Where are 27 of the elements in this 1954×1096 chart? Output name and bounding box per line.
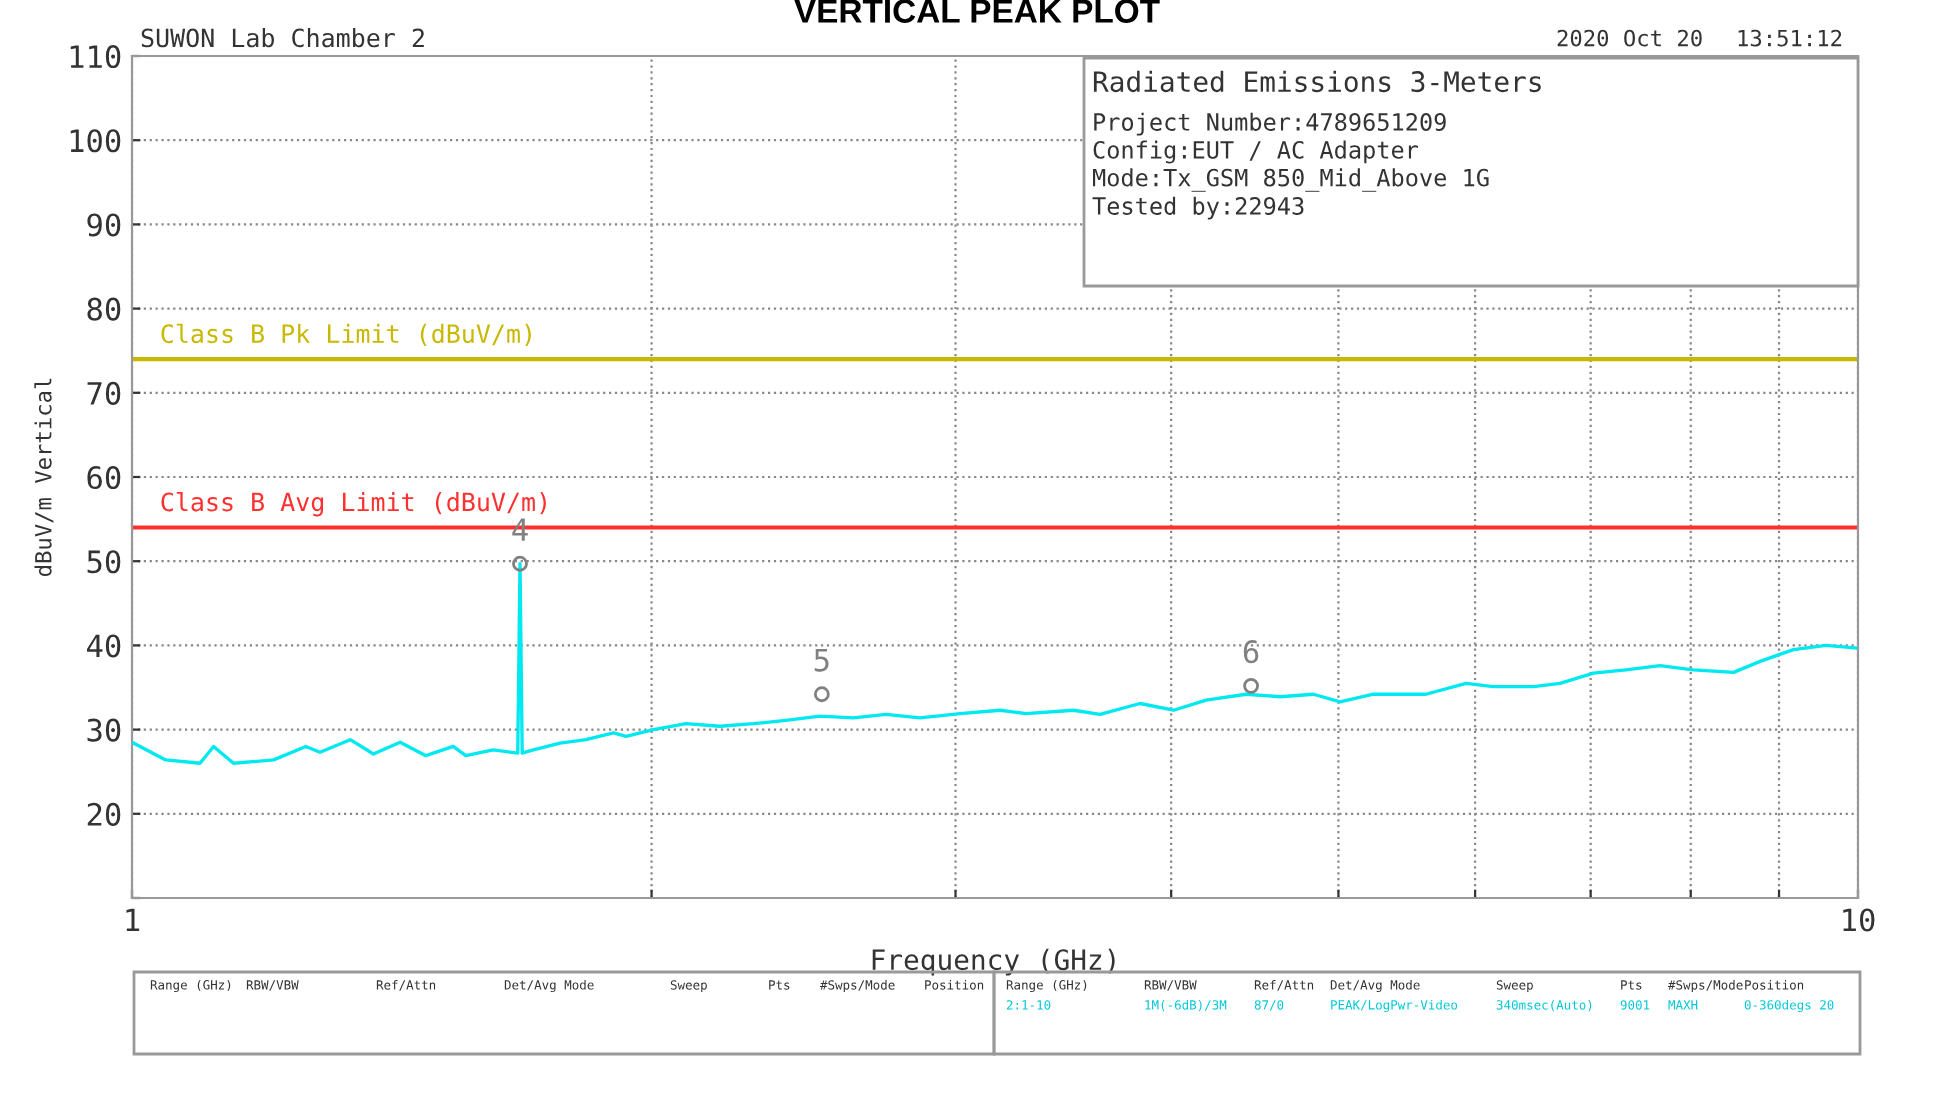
text: SUWON Lab Chamber 2 — [141, 27, 424, 48]
x-tick-label: 10 — [1843, 908, 1875, 932]
y-tick-label: 40 — [87, 634, 121, 658]
annotation: Config:EUT / AC Adapter — [1093, 140, 1419, 164]
ref-line-label: Class B Pk Limit (dBuV/m) — [161, 323, 531, 347]
text: 2020 Oct 20 — [1557, 29, 1702, 47]
y-tick-label: 30 — [87, 718, 121, 742]
ref-line-label: Class B Avg Limit (dBuV/m) — [161, 491, 546, 517]
x-tick-label: 1 — [126, 908, 140, 932]
x-axis-title: Frequency (GHz) — [872, 948, 1115, 976]
y-axis-title: dBuV/m Vertical — [34, 378, 54, 577]
y-tick-label: 70 — [87, 381, 121, 405]
y-tick-label: 60 — [87, 466, 121, 490]
y-tick-label: 80 — [87, 297, 121, 321]
annotation: 5 — [814, 648, 829, 672]
annotation: Mode:Tx_GSM 850_Mid_Above 1G — [1092, 168, 1489, 192]
y-tick-label: 100 — [70, 129, 121, 153]
y-tick-label: 50 — [87, 550, 121, 574]
annotation: Tested by:22943 — [1092, 196, 1304, 220]
chart-title: VERTICAL PEAK PLOT — [794, 0, 1160, 23]
annotation: Project Number:4789651209 — [1094, 112, 1446, 136]
annotation: Radiated Emissions 3-Meters — [1093, 70, 1541, 93]
y-tick-label: 90 — [87, 213, 121, 237]
annotation: 6 — [1243, 640, 1259, 664]
text: 13:51:12 — [1738, 29, 1842, 47]
y-tick-label: 20 — [87, 802, 121, 826]
y-tick-label: 110 — [70, 45, 121, 69]
